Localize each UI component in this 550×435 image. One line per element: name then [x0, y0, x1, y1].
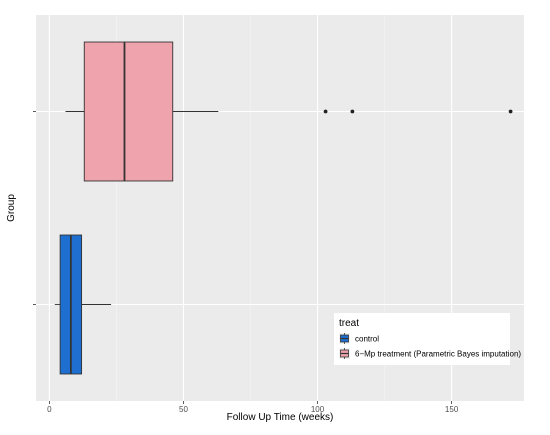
- box-group: [54, 234, 112, 375]
- x-tick-label: 150: [445, 405, 459, 414]
- box-group: [65, 41, 513, 182]
- y-axis-ticks: [33, 111, 36, 305]
- outlier-point: [323, 109, 328, 114]
- x-tick-label: 100: [311, 405, 325, 414]
- y-axis-title: Group: [6, 194, 17, 222]
- x-axis-ticks: 0 50 100 150: [47, 401, 459, 414]
- legend: treat control 6−Mp treatment (Parametric …: [334, 313, 521, 365]
- legend-label: control: [355, 335, 379, 344]
- legend-background: [334, 313, 510, 365]
- outlier-point: [508, 109, 513, 114]
- box: [83, 41, 174, 182]
- x-tick-label: 50: [179, 405, 188, 414]
- box-series: [54, 41, 513, 375]
- legend-label: 6−Mp treatment (Parametric Bayes imputat…: [355, 350, 521, 359]
- x-tick-label: 0: [47, 405, 52, 414]
- outlier-point: [350, 109, 355, 114]
- legend-title: treat: [339, 318, 359, 329]
- x-axis-title: Follow Up Time (weeks): [227, 412, 334, 423]
